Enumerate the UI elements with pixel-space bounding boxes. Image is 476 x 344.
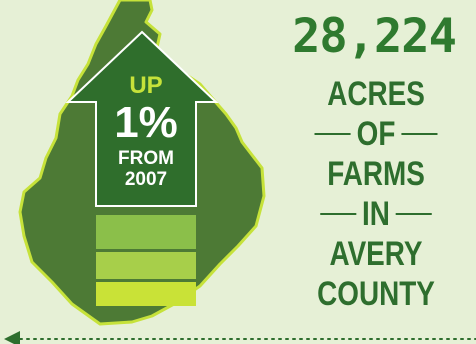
from-label: FROM <box>118 148 174 169</box>
headline-word-farms: FARMS <box>327 155 425 193</box>
percent-change: 1% <box>114 98 178 147</box>
acreage-value: 28,224 <box>292 9 457 64</box>
leader-arrowhead-icon <box>4 331 20 344</box>
arrow-stripe-2 <box>96 252 196 279</box>
headline-word-in: IN <box>305 194 446 234</box>
up-arrow-icon <box>65 30 219 306</box>
direction-label: UP <box>129 72 163 99</box>
dotted-leader-line <box>4 331 476 344</box>
headline-word-avery: AVERY <box>329 235 423 273</box>
arrow-stripe-1 <box>96 215 196 249</box>
arrow-stripe-3 <box>96 282 196 306</box>
headline-word-county: COUNTY <box>317 275 435 313</box>
headline-word-acres: ACRES <box>327 75 425 113</box>
headline-words: ACRES OF FARMS IN AVERY COUNTY <box>305 74 446 314</box>
baseline-year: 2007 <box>124 169 168 190</box>
headline-word-of: OF <box>305 114 446 154</box>
